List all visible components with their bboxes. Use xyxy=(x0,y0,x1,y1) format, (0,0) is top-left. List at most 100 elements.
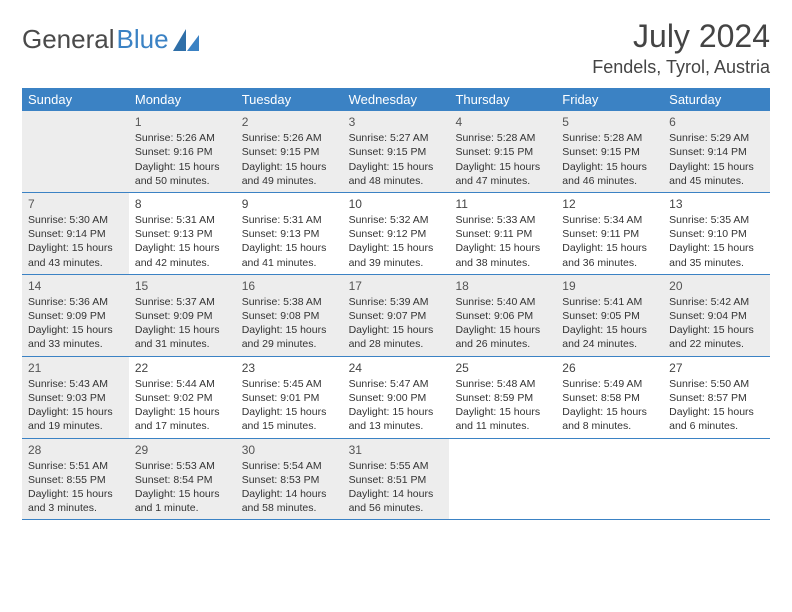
day-cell: 14Sunrise: 5:36 AMSunset: 9:09 PMDayligh… xyxy=(22,275,129,356)
day-cell: 16Sunrise: 5:38 AMSunset: 9:08 PMDayligh… xyxy=(236,275,343,356)
day-number: 30 xyxy=(242,442,337,458)
day-number: 23 xyxy=(242,360,337,376)
day-cell: 2Sunrise: 5:26 AMSunset: 9:15 PMDaylight… xyxy=(236,111,343,192)
sunset-text: Sunset: 9:09 PM xyxy=(28,309,123,323)
day-number: 24 xyxy=(349,360,444,376)
daylight-text: Daylight: 15 hours and 39 minutes. xyxy=(349,241,444,269)
day-cell: 11Sunrise: 5:33 AMSunset: 9:11 PMDayligh… xyxy=(449,193,556,274)
sunset-text: Sunset: 9:06 PM xyxy=(455,309,550,323)
daylight-text: Daylight: 14 hours and 58 minutes. xyxy=(242,487,337,515)
day-number: 27 xyxy=(669,360,764,376)
location: Fendels, Tyrol, Austria xyxy=(592,57,770,78)
sunset-text: Sunset: 9:14 PM xyxy=(28,227,123,241)
day-number: 2 xyxy=(242,114,337,130)
day-cell: 18Sunrise: 5:40 AMSunset: 9:06 PMDayligh… xyxy=(449,275,556,356)
sunset-text: Sunset: 9:15 PM xyxy=(242,145,337,159)
day-number: 5 xyxy=(562,114,657,130)
daylight-text: Daylight: 15 hours and 1 minute. xyxy=(135,487,230,515)
daylight-text: Daylight: 15 hours and 3 minutes. xyxy=(28,487,123,515)
day-cell: 20Sunrise: 5:42 AMSunset: 9:04 PMDayligh… xyxy=(663,275,770,356)
daylight-text: Daylight: 15 hours and 6 minutes. xyxy=(669,405,764,433)
daylight-text: Daylight: 15 hours and 49 minutes. xyxy=(242,160,337,188)
daylight-text: Daylight: 15 hours and 19 minutes. xyxy=(28,405,123,433)
daylight-text: Daylight: 15 hours and 22 minutes. xyxy=(669,323,764,351)
sunrise-text: Sunrise: 5:27 AM xyxy=(349,131,444,145)
day-cell: 27Sunrise: 5:50 AMSunset: 8:57 PMDayligh… xyxy=(663,357,770,438)
day-cell: 9Sunrise: 5:31 AMSunset: 9:13 PMDaylight… xyxy=(236,193,343,274)
sunset-text: Sunset: 9:03 PM xyxy=(28,391,123,405)
sunrise-text: Sunrise: 5:32 AM xyxy=(349,213,444,227)
sunrise-text: Sunrise: 5:45 AM xyxy=(242,377,337,391)
sunset-text: Sunset: 9:13 PM xyxy=(135,227,230,241)
sunset-text: Sunset: 9:05 PM xyxy=(562,309,657,323)
daylight-text: Daylight: 15 hours and 15 minutes. xyxy=(242,405,337,433)
sunrise-text: Sunrise: 5:26 AM xyxy=(242,131,337,145)
day-cell: 23Sunrise: 5:45 AMSunset: 9:01 PMDayligh… xyxy=(236,357,343,438)
day-cell: 21Sunrise: 5:43 AMSunset: 9:03 PMDayligh… xyxy=(22,357,129,438)
daylight-text: Daylight: 15 hours and 38 minutes. xyxy=(455,241,550,269)
day-cell: 29Sunrise: 5:53 AMSunset: 8:54 PMDayligh… xyxy=(129,439,236,520)
day-number: 28 xyxy=(28,442,123,458)
sunset-text: Sunset: 9:07 PM xyxy=(349,309,444,323)
daylight-text: Daylight: 15 hours and 36 minutes. xyxy=(562,241,657,269)
sunrise-text: Sunrise: 5:44 AM xyxy=(135,377,230,391)
day-number: 15 xyxy=(135,278,230,294)
sunset-text: Sunset: 9:13 PM xyxy=(242,227,337,241)
day-cell: 25Sunrise: 5:48 AMSunset: 8:59 PMDayligh… xyxy=(449,357,556,438)
sunset-text: Sunset: 9:08 PM xyxy=(242,309,337,323)
brand-logo: GeneralBlue xyxy=(22,24,199,55)
daylight-text: Daylight: 15 hours and 48 minutes. xyxy=(349,160,444,188)
day-cell: 17Sunrise: 5:39 AMSunset: 9:07 PMDayligh… xyxy=(343,275,450,356)
brand-part1: General xyxy=(22,24,115,55)
daylight-text: Daylight: 15 hours and 29 minutes. xyxy=(242,323,337,351)
header: GeneralBlue July 2024 Fendels, Tyrol, Au… xyxy=(22,18,770,78)
day-number: 1 xyxy=(135,114,230,130)
sunrise-text: Sunrise: 5:36 AM xyxy=(28,295,123,309)
daylight-text: Daylight: 15 hours and 31 minutes. xyxy=(135,323,230,351)
day-cell: 26Sunrise: 5:49 AMSunset: 8:58 PMDayligh… xyxy=(556,357,663,438)
day-cell: 31Sunrise: 5:55 AMSunset: 8:51 PMDayligh… xyxy=(343,439,450,520)
weekday-header: Saturday xyxy=(663,88,770,111)
daylight-text: Daylight: 15 hours and 43 minutes. xyxy=(28,241,123,269)
sunrise-text: Sunrise: 5:35 AM xyxy=(669,213,764,227)
day-number: 11 xyxy=(455,196,550,212)
sunset-text: Sunset: 8:51 PM xyxy=(349,473,444,487)
day-cell: 1Sunrise: 5:26 AMSunset: 9:16 PMDaylight… xyxy=(129,111,236,192)
calendar-page: GeneralBlue July 2024 Fendels, Tyrol, Au… xyxy=(0,0,792,538)
daylight-text: Daylight: 15 hours and 33 minutes. xyxy=(28,323,123,351)
sunrise-text: Sunrise: 5:49 AM xyxy=(562,377,657,391)
sunrise-text: Sunrise: 5:50 AM xyxy=(669,377,764,391)
day-cell: 5Sunrise: 5:28 AMSunset: 9:15 PMDaylight… xyxy=(556,111,663,192)
day-number: 19 xyxy=(562,278,657,294)
sunset-text: Sunset: 8:58 PM xyxy=(562,391,657,405)
sunset-text: Sunset: 9:15 PM xyxy=(349,145,444,159)
sunrise-text: Sunrise: 5:54 AM xyxy=(242,459,337,473)
daylight-text: Daylight: 15 hours and 47 minutes. xyxy=(455,160,550,188)
title-block: July 2024 Fendels, Tyrol, Austria xyxy=(592,18,770,78)
day-cell: 6Sunrise: 5:29 AMSunset: 9:14 PMDaylight… xyxy=(663,111,770,192)
daylight-text: Daylight: 15 hours and 8 minutes. xyxy=(562,405,657,433)
day-number: 29 xyxy=(135,442,230,458)
week-row: 14Sunrise: 5:36 AMSunset: 9:09 PMDayligh… xyxy=(22,275,770,357)
day-cell: 24Sunrise: 5:47 AMSunset: 9:00 PMDayligh… xyxy=(343,357,450,438)
daylight-text: Daylight: 15 hours and 41 minutes. xyxy=(242,241,337,269)
sunrise-text: Sunrise: 5:39 AM xyxy=(349,295,444,309)
sunrise-text: Sunrise: 5:28 AM xyxy=(455,131,550,145)
sunset-text: Sunset: 9:15 PM xyxy=(562,145,657,159)
day-number: 4 xyxy=(455,114,550,130)
sunrise-text: Sunrise: 5:48 AM xyxy=(455,377,550,391)
sunrise-text: Sunrise: 5:42 AM xyxy=(669,295,764,309)
day-number: 16 xyxy=(242,278,337,294)
daylight-text: Daylight: 15 hours and 46 minutes. xyxy=(562,160,657,188)
sunrise-text: Sunrise: 5:33 AM xyxy=(455,213,550,227)
day-number: 12 xyxy=(562,196,657,212)
sunset-text: Sunset: 9:14 PM xyxy=(669,145,764,159)
weekday-header: Friday xyxy=(556,88,663,111)
day-number: 6 xyxy=(669,114,764,130)
daylight-text: Daylight: 15 hours and 11 minutes. xyxy=(455,405,550,433)
weekday-header: Wednesday xyxy=(343,88,450,111)
day-number: 31 xyxy=(349,442,444,458)
day-number: 14 xyxy=(28,278,123,294)
day-number: 13 xyxy=(669,196,764,212)
sunset-text: Sunset: 8:55 PM xyxy=(28,473,123,487)
